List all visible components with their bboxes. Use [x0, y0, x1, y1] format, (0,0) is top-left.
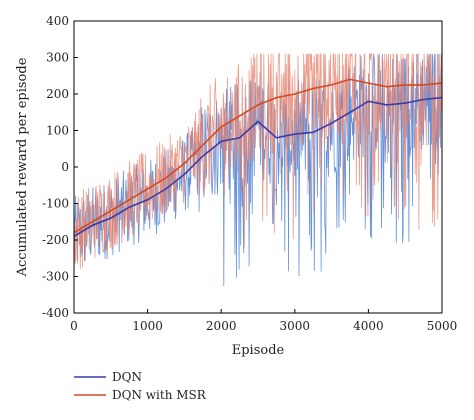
smoothed-series-lines [73, 78, 443, 237]
x-axis-ticks: 0 1000 2000 3000 4000 5000 [70, 309, 457, 333]
y-tick-label: -100 [42, 197, 69, 211]
y-axis-ticks: -400 -300 -200 -100 0 100 200 300 400 [42, 14, 78, 320]
y-tick-label: -400 [42, 306, 69, 320]
legend-label: DQN [112, 370, 142, 384]
x-tick-label: 5000 [427, 319, 458, 333]
legend-label: DQN with MSR [112, 388, 207, 402]
series-line-dqn [73, 96, 443, 237]
x-tick-label: 4000 [353, 319, 384, 333]
x-tick-label: 0 [70, 319, 78, 333]
y-tick-label: 400 [46, 14, 69, 28]
raw-episode-rewards [73, 52, 443, 287]
y-tick-label: 300 [46, 51, 69, 65]
x-tick-label: 1000 [132, 319, 163, 333]
x-axis-title: Episode [232, 343, 285, 358]
y-tick-label: 100 [46, 124, 69, 138]
x-tick-label: 3000 [280, 319, 311, 333]
x-tick-label: 2000 [206, 319, 237, 333]
y-tick-label: -300 [42, 270, 69, 284]
raw-trace-dqn-msr [73, 52, 443, 269]
y-tick-label: -200 [42, 233, 69, 247]
y-tick-label: 200 [46, 87, 69, 101]
legend: DQN DQN with MSR [74, 370, 207, 402]
y-tick-label: 0 [61, 160, 69, 174]
y-axis-title: Accumulated reward per episode [15, 57, 30, 277]
series-line-dqn-msr [73, 78, 443, 234]
